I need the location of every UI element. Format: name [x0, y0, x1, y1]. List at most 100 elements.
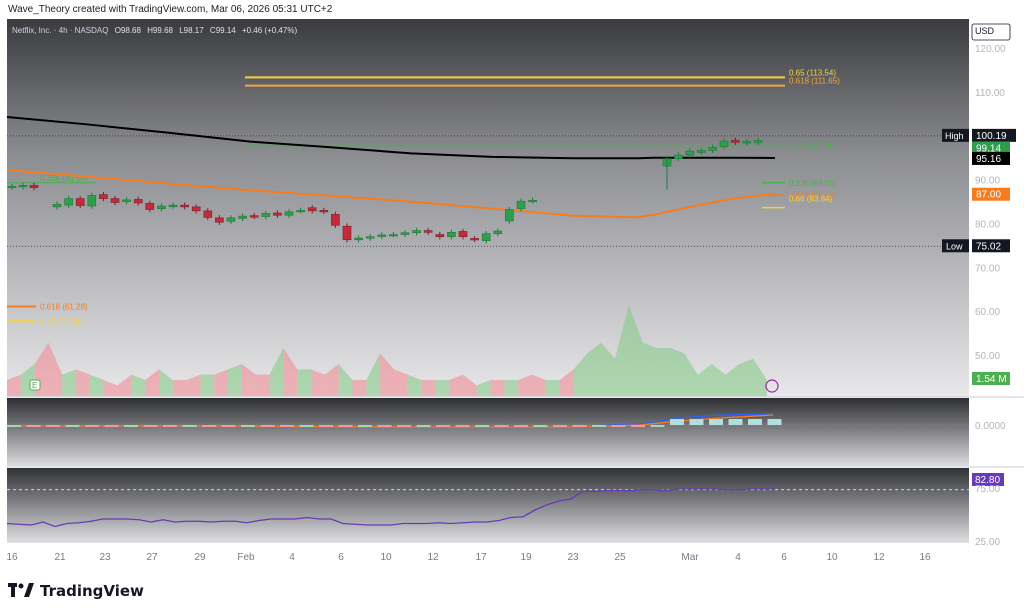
macd-histogram-bar [553, 425, 567, 427]
time-tick-label: 19 [520, 552, 532, 563]
macd-histogram-bar [26, 425, 41, 427]
ema-orange-box [972, 187, 1010, 201]
time-tick-label: Mar [681, 552, 699, 563]
macd-histogram-bar [728, 419, 743, 425]
fib-label-0618: 0.618 (111.65) [789, 77, 840, 86]
price-tick-label: 120.00 [975, 44, 1006, 55]
low-tag-box [942, 239, 969, 253]
candle-body [99, 194, 108, 199]
volume-segment [753, 358, 767, 396]
candle-body [122, 199, 131, 202]
earnings-icon-letter: E [32, 381, 37, 390]
candle-body [377, 234, 387, 237]
volume-segment [601, 342, 615, 396]
candle-body [753, 140, 763, 143]
price-tick-label: 80.00 [975, 219, 1000, 230]
high-value-label: 100.19 [976, 131, 1007, 142]
candle-body [238, 215, 247, 219]
time-tick-label: 23 [567, 552, 579, 563]
volume-segment [338, 364, 353, 396]
candle-body [7, 185, 17, 189]
time-tick-label: 10 [380, 552, 392, 563]
volume-segment [366, 353, 381, 396]
volume-segment [670, 348, 685, 396]
candle-body [75, 198, 85, 206]
candle-body [481, 233, 491, 241]
time-axis-labels: 16 21 23 27 29 Feb 4 6 10 12 17 19 23 25 Mar 4 6 10 12 16 [6, 552, 931, 563]
fib-label-066: 0.66 (83.84) [789, 195, 832, 204]
rsi-indicator [6, 488, 969, 528]
axis-currency-box [971, 23, 1011, 41]
fib-label-0236-right: 0.236 (89.50) [789, 179, 837, 188]
candle-body [696, 150, 706, 153]
macd-histogram-bar [709, 419, 723, 425]
candle-body [412, 230, 421, 234]
legend-open: O98.68 [114, 26, 141, 35]
macd-histogram-bar [397, 425, 411, 427]
candle-body [307, 207, 317, 212]
volume-segment [186, 374, 201, 396]
chart-legend: Netflix, Inc. · 4h · NASDAQ O98.68 H99.6… [12, 26, 301, 35]
ema-black-label: 95.16 [976, 154, 1001, 165]
candle-body [674, 154, 683, 159]
fib-label-065-lower: 0.65 (57.91) [40, 317, 83, 326]
volume-segment [117, 374, 132, 396]
axis-currency: USD [975, 26, 995, 36]
volume-segment [407, 374, 422, 396]
low-tag-label: Low [946, 241, 963, 251]
macd-histogram-bar [670, 419, 684, 425]
macd-zero-label: 0.0000 [975, 421, 1006, 432]
volume-segment [435, 380, 450, 396]
volume-segment [159, 369, 173, 396]
ema-orange-line [6, 169, 776, 219]
volume-segment [48, 342, 63, 396]
macd-histogram-bar [377, 425, 392, 427]
candle-body [528, 200, 537, 203]
dividend-icon [765, 379, 779, 393]
candle-body [226, 217, 236, 222]
legend-change: +0.46 (+0.47%) [241, 26, 298, 35]
volume-segment [89, 374, 104, 396]
candle-body [168, 204, 178, 207]
candle-body [215, 217, 224, 223]
volume-segment [504, 380, 519, 396]
candle-body [29, 185, 39, 188]
macd-histogram-bar [592, 425, 606, 427]
volume-segment [380, 353, 394, 396]
footer-brand: TradingView [40, 582, 144, 600]
legend-low: L98.17 [179, 26, 204, 35]
legend-symbol: Netflix, Inc. · 4h · NASDAQ [12, 26, 109, 35]
volume-segment [615, 305, 629, 396]
low-value-box [972, 239, 1010, 253]
candle-body [505, 209, 514, 222]
time-tick-label: 4 [735, 552, 741, 563]
time-tick-label: 10 [826, 552, 838, 563]
volume-segment [628, 305, 643, 396]
volume-segment [421, 380, 436, 396]
rsi-tick-25: 25.00 [975, 537, 1000, 548]
volume-segment [62, 369, 77, 396]
macd-histogram-bar [748, 419, 762, 425]
rsi-tick-75: 75.00 [975, 484, 1000, 495]
candle-body [145, 203, 155, 210]
time-tick-label: 6 [781, 552, 787, 563]
ema-black-box [972, 151, 1010, 165]
volume-segment [642, 342, 657, 396]
volume-segment [725, 364, 740, 396]
macd-histogram-bar [338, 425, 353, 427]
price-tick-label: 70.00 [975, 263, 1000, 274]
macd-histogram-bar [163, 425, 177, 427]
volume-segment [76, 369, 90, 396]
price-tick-label: 90.00 [975, 176, 1000, 187]
last-price-box [972, 141, 1010, 155]
header-credit: Wave_Theory created with TradingView.com… [8, 4, 333, 15]
volume-segment [324, 364, 339, 396]
time-tick-label: 12 [427, 552, 439, 563]
price-tick-label: 60.00 [975, 307, 1000, 318]
rsi-value-box [972, 473, 1004, 486]
time-tick-label: 25 [614, 552, 626, 563]
earnings-icon [29, 379, 41, 391]
candle-body [435, 234, 445, 238]
candle-body [203, 210, 213, 218]
